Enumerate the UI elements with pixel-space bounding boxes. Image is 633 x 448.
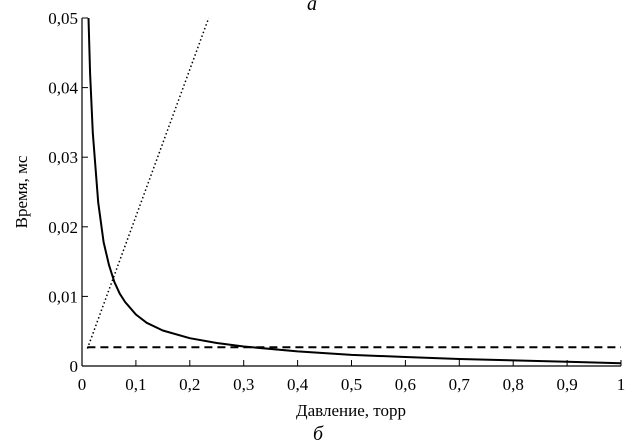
series-group xyxy=(86,17,622,365)
x-tick-label-7: 0,7 xyxy=(449,375,471,394)
plot-area xyxy=(81,18,621,367)
x-tick-label-2: 0,2 xyxy=(179,375,200,394)
x-tick-label-0: 0 xyxy=(78,375,87,394)
x-tick-label-6: 0,6 xyxy=(395,375,416,394)
y-tick-label-0: 0 xyxy=(70,357,79,376)
series-line-solid xyxy=(87,17,622,365)
x-tick-label-10: 1 xyxy=(617,375,626,394)
y-tick-label-5: 0,05 xyxy=(48,9,78,28)
y-ticks: 0 0,01 0,02 0,03 0,04 0,05 xyxy=(48,9,88,376)
panel-bottom-label: б xyxy=(313,423,324,445)
y-axis-title: Время, мс xyxy=(12,155,31,228)
y-tick-label-1: 0,01 xyxy=(48,287,78,306)
y-tick-label-2: 0,02 xyxy=(48,218,78,237)
x-axis-title: Давление, торр xyxy=(296,401,406,420)
x-tick-label-5: 0,5 xyxy=(341,375,362,394)
y-tick-label-4: 0,04 xyxy=(48,79,78,98)
x-tick-label-9: 0,9 xyxy=(556,375,577,394)
x-tick-label-8: 0,8 xyxy=(503,375,524,394)
panel-top-label: а xyxy=(307,0,317,15)
x-ticks: 0 0,1 0,2 0,3 0,4 0,5 0,6 0,7 0,8 0,9 1 xyxy=(78,360,626,394)
y-tick-label-3: 0,03 xyxy=(48,148,78,167)
x-tick-label-3: 0,3 xyxy=(233,375,254,394)
x-tick-label-4: 0,4 xyxy=(287,375,309,394)
x-tick-label-1: 0,1 xyxy=(125,375,146,394)
series-line-dotted xyxy=(86,17,210,349)
